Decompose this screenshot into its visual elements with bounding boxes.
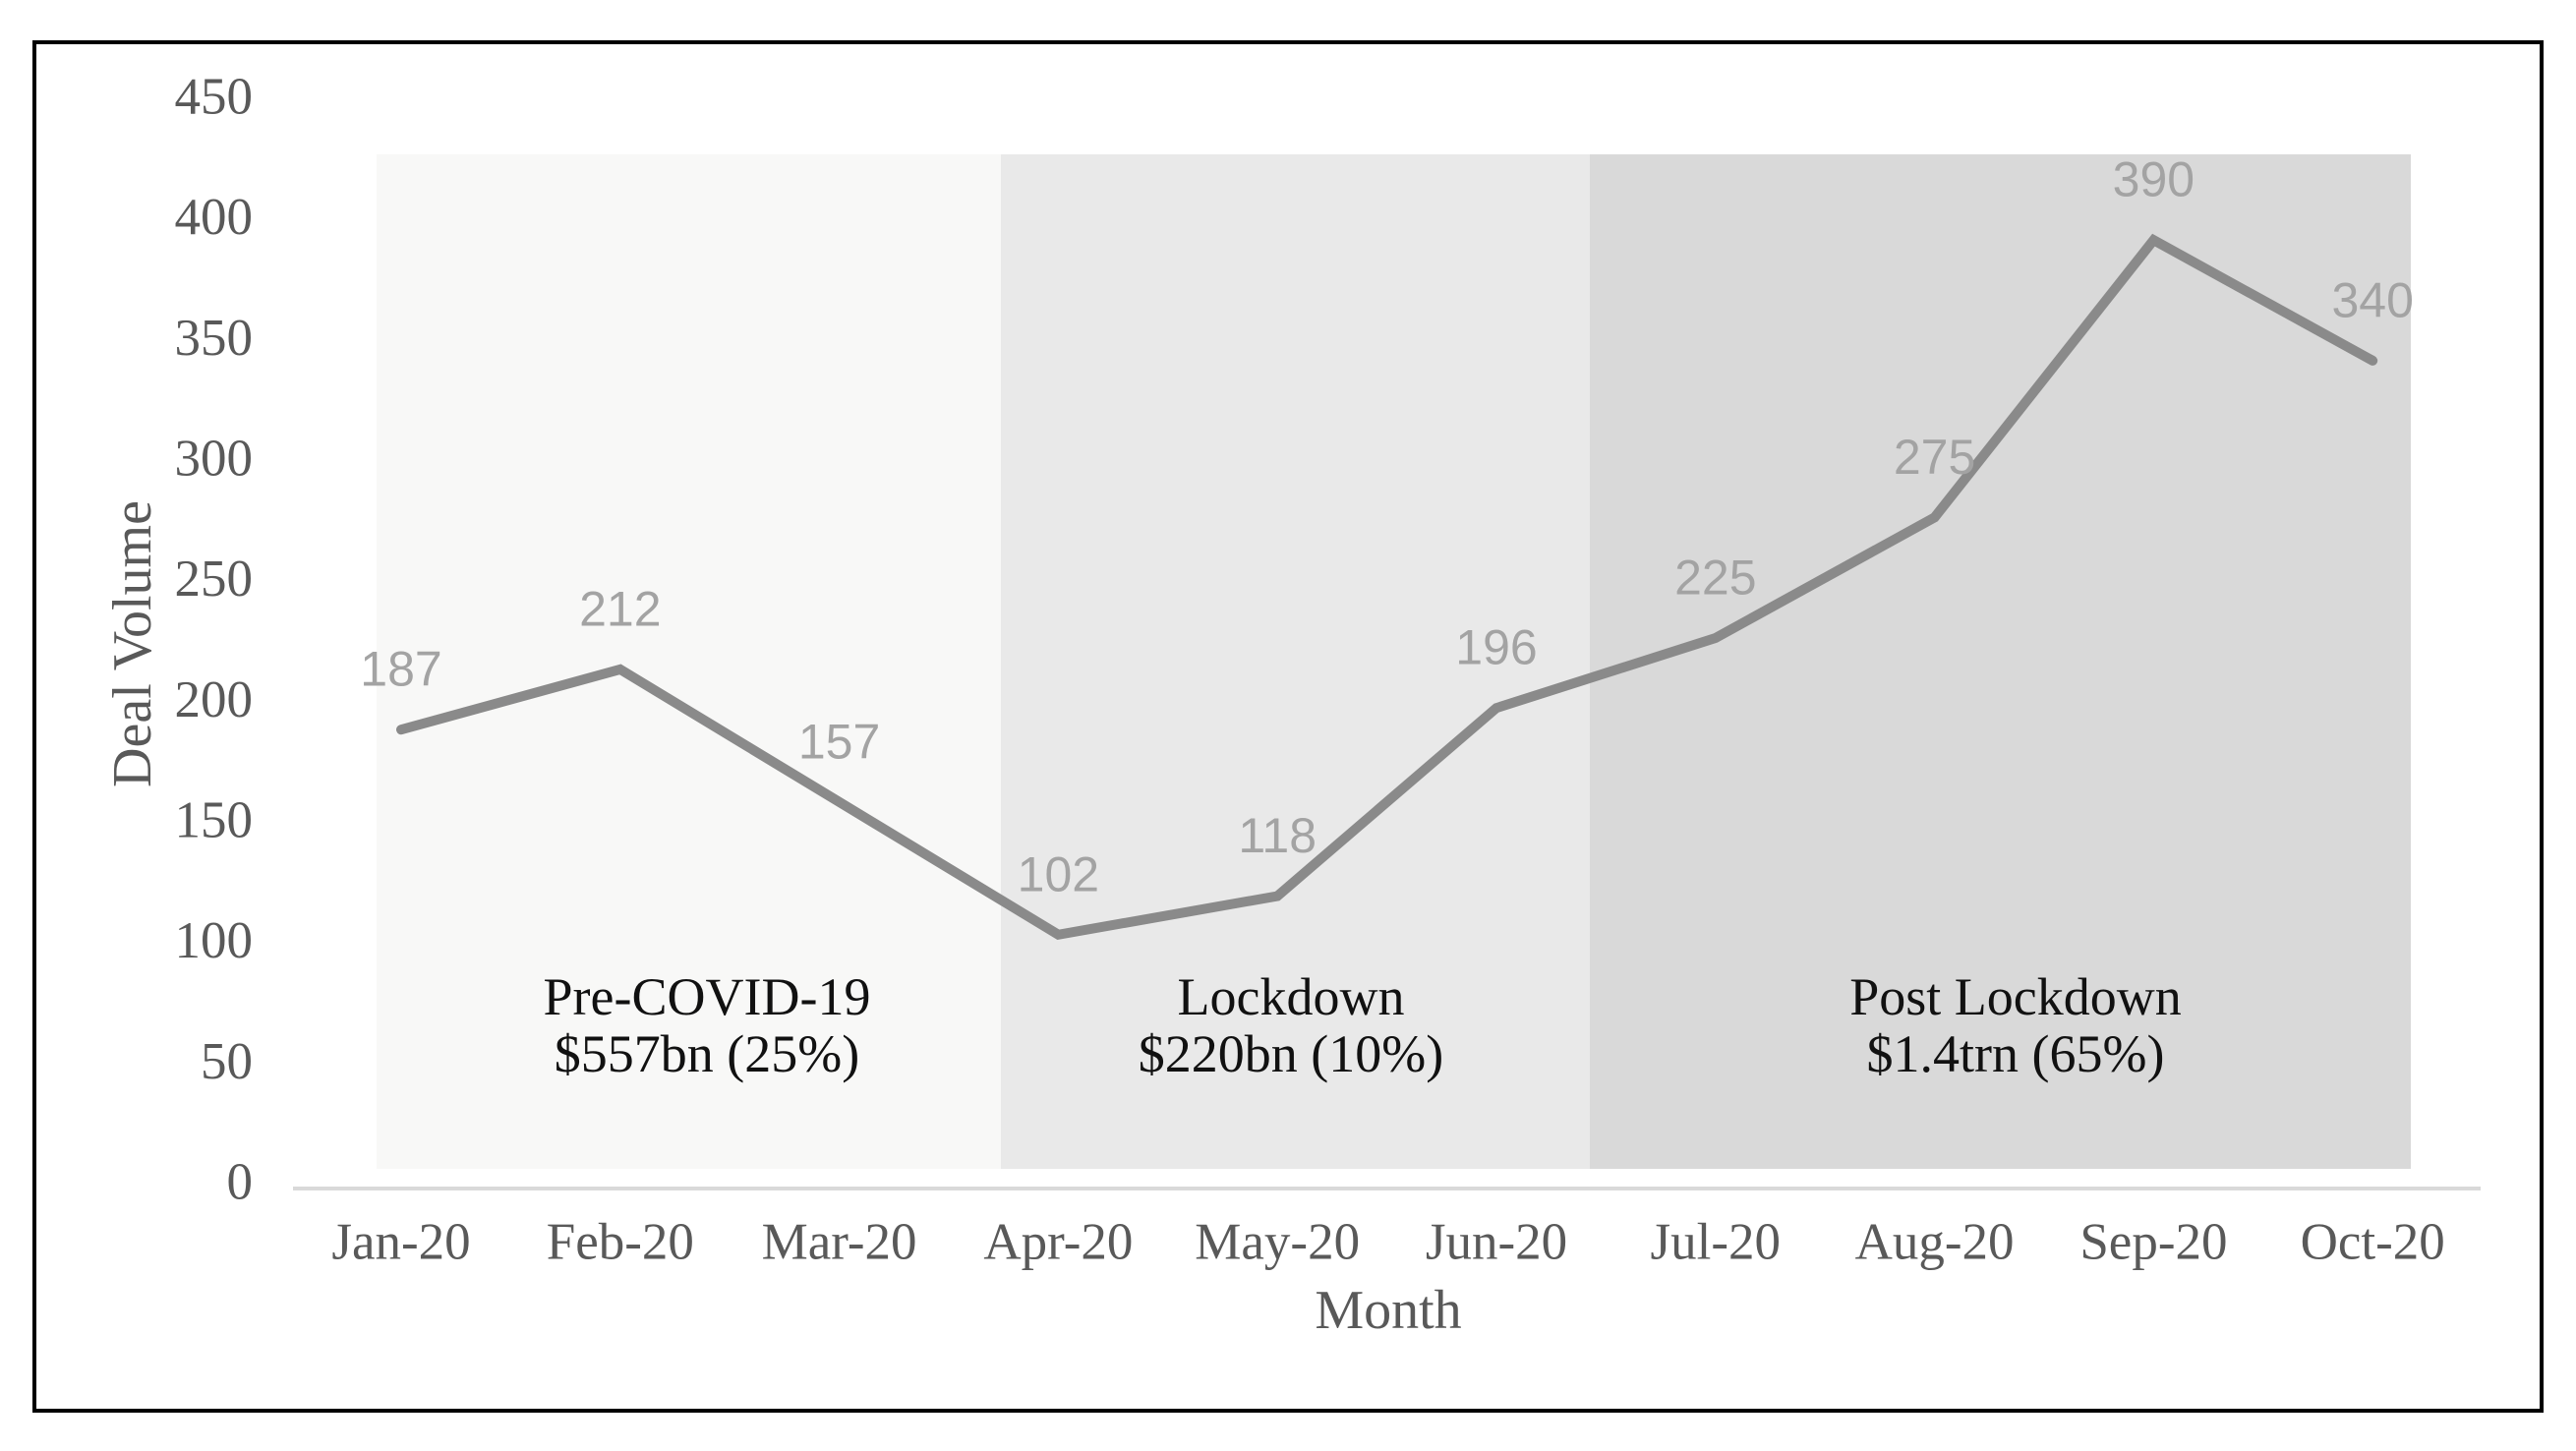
y-tick-200: 200 [175, 671, 254, 728]
y-tick-0: 0 [227, 1154, 254, 1211]
y-tick-150: 150 [175, 792, 254, 849]
data-label-Sep-20: 390 [2113, 152, 2195, 207]
y-tick-450: 450 [175, 69, 254, 126]
x-tick-Jan-20: Jan-20 [331, 1214, 470, 1271]
region-sublabel-3: $1.4trn (65%) [1867, 1024, 2165, 1083]
data-label-May-20: 118 [1238, 808, 1317, 863]
deal-volume-line [396, 233, 2378, 941]
x-tick-Jul-20: Jul-20 [1651, 1214, 1782, 1271]
region-label-2: Lockdown [1178, 967, 1405, 1026]
y-tick-400: 400 [175, 189, 254, 246]
data-label-Mar-20: 157 [798, 714, 880, 769]
y-tick-50: 50 [201, 1033, 253, 1090]
data-label-Jul-20: 225 [1674, 551, 1756, 606]
region-band-2 [1001, 154, 1590, 1169]
x-tick-Jun-20: Jun-20 [1426, 1214, 1567, 1271]
region-band-1 [377, 154, 1001, 1169]
x-tick-Mar-20: Mar-20 [762, 1214, 917, 1271]
x-tick-Oct-20: Oct-20 [2301, 1214, 2445, 1271]
data-label-Aug-20: 275 [1894, 430, 1975, 485]
y-tick-300: 300 [175, 431, 254, 488]
data-label-Jan-20: 187 [360, 642, 441, 697]
y-axis-title: Deal Volume [102, 500, 163, 787]
x-axis-title: Month [1315, 1280, 1462, 1341]
x-tick-Feb-20: Feb-20 [547, 1214, 694, 1271]
x-tick-Aug-20: Aug-20 [1855, 1214, 2015, 1271]
region-sublabel-1: $557bn (25%) [555, 1024, 859, 1083]
y-tick-250: 250 [175, 551, 254, 608]
region-label-3: Post Lockdown [1849, 967, 2182, 1026]
region-sublabel-2: $220bn (10%) [1139, 1024, 1443, 1083]
data-label-Oct-20: 340 [2331, 272, 2413, 327]
y-tick-350: 350 [175, 310, 254, 367]
data-label-Jun-20: 196 [1455, 620, 1537, 675]
y-tick-100: 100 [175, 912, 254, 969]
x-tick-Apr-20: Apr-20 [983, 1214, 1133, 1271]
x-tick-May-20: May-20 [1195, 1214, 1360, 1271]
data-label-Apr-20: 102 [1018, 846, 1099, 901]
x-tick-Sep-20: Sep-20 [2079, 1214, 2227, 1271]
region-label-1: Pre-COVID-19 [544, 967, 871, 1026]
region-band-3 [1590, 154, 2411, 1169]
data-label-Feb-20: 212 [579, 581, 661, 636]
